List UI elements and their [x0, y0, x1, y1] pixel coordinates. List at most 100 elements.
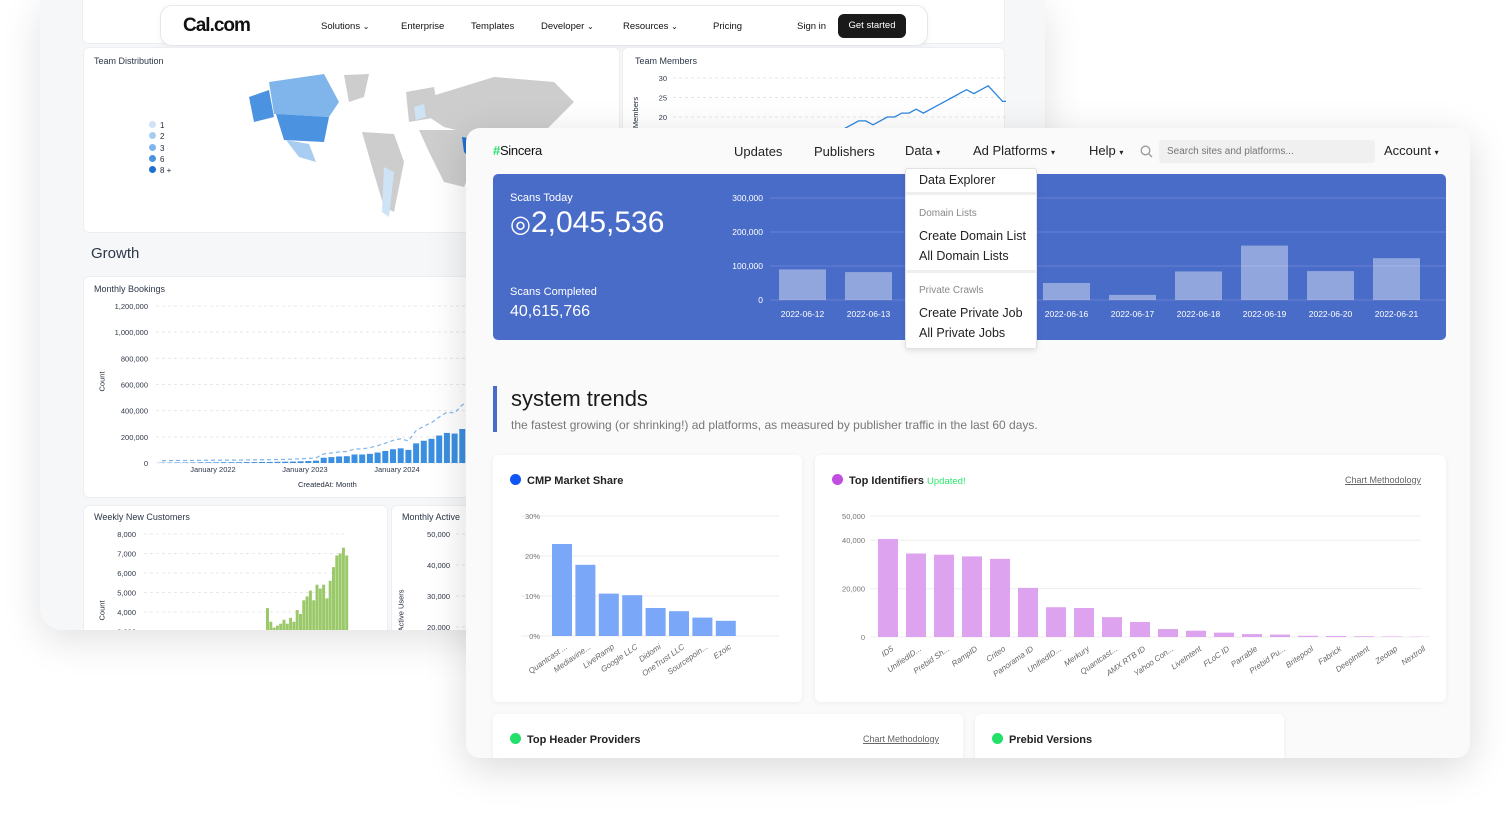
- weekly-bar: [285, 623, 289, 630]
- x-tick-label: 2022-06-18: [1177, 309, 1221, 319]
- scans-today-value: ◎2,045,536: [510, 206, 664, 240]
- y-tick-label: 0: [758, 295, 763, 305]
- weekly-bar: [345, 555, 349, 630]
- sign-in-link[interactable]: Sign in: [797, 21, 827, 32]
- nav-label: Pricing: [713, 21, 743, 32]
- menu-item-all-domain-lists[interactable]: All Domain Lists: [919, 249, 1009, 263]
- monthly-bookings-chart: 1,200,000 1,000,000 800,000 600,000 400,000 2…: [115, 302, 1004, 474]
- y-tick-label: 1,000,000: [115, 328, 148, 337]
- y-tick-label: 1,200,000: [115, 302, 148, 311]
- legend-dot-icon: [992, 733, 1003, 744]
- y-tick-label: 600,000: [121, 381, 148, 390]
- booking-bar: [220, 462, 227, 463]
- booking-bar: [251, 462, 258, 463]
- nav-resources[interactable]: Resources ⌄: [623, 21, 678, 32]
- booking-bar: [405, 449, 412, 463]
- y-tick-label: 400,000: [121, 407, 148, 416]
- nav-data[interactable]: Data ▾: [905, 143, 940, 158]
- trend-line: [161, 372, 486, 462]
- weekly-bar: [272, 627, 276, 630]
- weekly-bar: [325, 598, 329, 630]
- card-title: Prebid Versions: [992, 733, 1092, 746]
- card-title: Monthly Active: [402, 512, 461, 522]
- x-tick-label: 2022-06-12: [781, 309, 825, 319]
- weekly-bar: [302, 600, 306, 630]
- identifier-bar: [1270, 634, 1290, 637]
- weekly-bar: [318, 588, 322, 630]
- booking-bar: [413, 443, 420, 463]
- x-tick-label: 2022-06-13: [847, 309, 891, 319]
- search-icon[interactable]: [1140, 145, 1153, 158]
- booking-bar: [374, 452, 381, 463]
- get-started-button[interactable]: Get started: [838, 14, 906, 38]
- cal-logo[interactable]: Cal.com: [183, 15, 251, 36]
- cmp-bar: [645, 608, 666, 636]
- nav-help[interactable]: Help ▾: [1089, 143, 1123, 158]
- scan-bar: [1241, 245, 1288, 300]
- weekly-new-customers-chart: 8,000 7,000 6,000 5,000 4,000 3,000: [117, 530, 349, 630]
- y-tick-label: 40,000: [427, 561, 450, 570]
- scan-bar: [845, 272, 892, 300]
- legend-label: 3: [160, 143, 165, 153]
- booking-bar: [228, 462, 235, 463]
- scans-completed-label: Scans Completed: [510, 286, 597, 298]
- chart-methodology-link[interactable]: Chart Methodology: [863, 734, 940, 744]
- nav-pricing[interactable]: Pricing: [713, 21, 742, 32]
- nav-ad-platforms[interactable]: Ad Platforms ▾: [973, 143, 1055, 158]
- updated-badge: Updated!: [927, 476, 966, 487]
- weekly-bar: [315, 584, 319, 630]
- weekly-bar: [308, 590, 312, 630]
- world-map[interactable]: [244, 72, 624, 222]
- menu-item-create-domain-list[interactable]: Create Domain List: [919, 229, 1026, 243]
- x-tick-label: Britepool: [1284, 644, 1315, 670]
- y-tick-label: 0%: [529, 632, 540, 641]
- cmp-bar: [598, 593, 619, 636]
- scan-bar: [1043, 283, 1090, 300]
- y-tick-label: 5,000: [117, 589, 136, 598]
- search-input[interactable]: [1159, 140, 1375, 163]
- legend-item: 2: [149, 131, 171, 142]
- nav-publishers[interactable]: Publishers: [814, 144, 875, 159]
- title-text: Prebid Versions: [1009, 734, 1093, 746]
- canada: [269, 74, 339, 117]
- booking-bar: [436, 435, 443, 463]
- nav-developer[interactable]: Developer ⌄: [541, 21, 594, 32]
- growth-heading: Growth: [91, 245, 140, 262]
- nav-updates[interactable]: Updates: [734, 144, 783, 159]
- menu-item-all-private-jobs[interactable]: All Private Jobs: [919, 326, 1006, 340]
- legend-dot-icon: [149, 143, 156, 151]
- legend-dot-icon: [510, 474, 521, 485]
- identifier-bar: [1018, 587, 1038, 637]
- nav-templates[interactable]: Templates: [471, 21, 514, 32]
- booking-bar: [420, 440, 427, 463]
- nav-account[interactable]: Account ▾: [1384, 143, 1439, 158]
- legend-dot-icon: [510, 733, 521, 744]
- legend-label: 6: [160, 154, 165, 164]
- nav-enterprise[interactable]: Enterprise: [401, 21, 444, 32]
- legend-item: 6: [149, 154, 171, 165]
- booking-bar: [182, 462, 189, 463]
- chart-methodology-link[interactable]: Chart Methodology: [1345, 475, 1422, 485]
- card-title: Team Members: [635, 56, 698, 66]
- identifier-bar: [906, 553, 926, 637]
- legend-item: 8 +: [149, 165, 171, 176]
- caret-down-icon: ▾: [1051, 148, 1056, 157]
- nav-label: Data: [905, 143, 933, 158]
- sincera-logo[interactable]: #Sincera: [493, 143, 542, 158]
- x-tick-label: Nextroll: [1400, 644, 1428, 667]
- booking-bar: [282, 461, 289, 463]
- nav-solutions[interactable]: Solutions ⌄: [321, 21, 369, 32]
- scans-completed-value: 40,615,766: [510, 303, 591, 320]
- identifier-bar: [1354, 636, 1374, 637]
- section-subtitle: the fastest growing (or shrinking!) ad p…: [511, 418, 1038, 432]
- booking-bar: [343, 456, 350, 463]
- legend-dot-icon: [149, 166, 156, 174]
- x-tick-label: January 2023: [282, 465, 327, 474]
- nav-label: Templates: [471, 21, 515, 32]
- menu-item-create-private-job[interactable]: Create Private Job: [919, 306, 1023, 320]
- x-axis-label: CreatedAt: Month: [298, 480, 357, 489]
- y-tick-label: 20,000: [842, 585, 865, 594]
- scans-chart: 300,000 200,000 100,000 0 2022-06-12 2022-06-…: [732, 193, 1446, 319]
- menu-item-data-explorer[interactable]: Data Explorer: [919, 173, 996, 187]
- nav-label: Developer: [541, 21, 585, 32]
